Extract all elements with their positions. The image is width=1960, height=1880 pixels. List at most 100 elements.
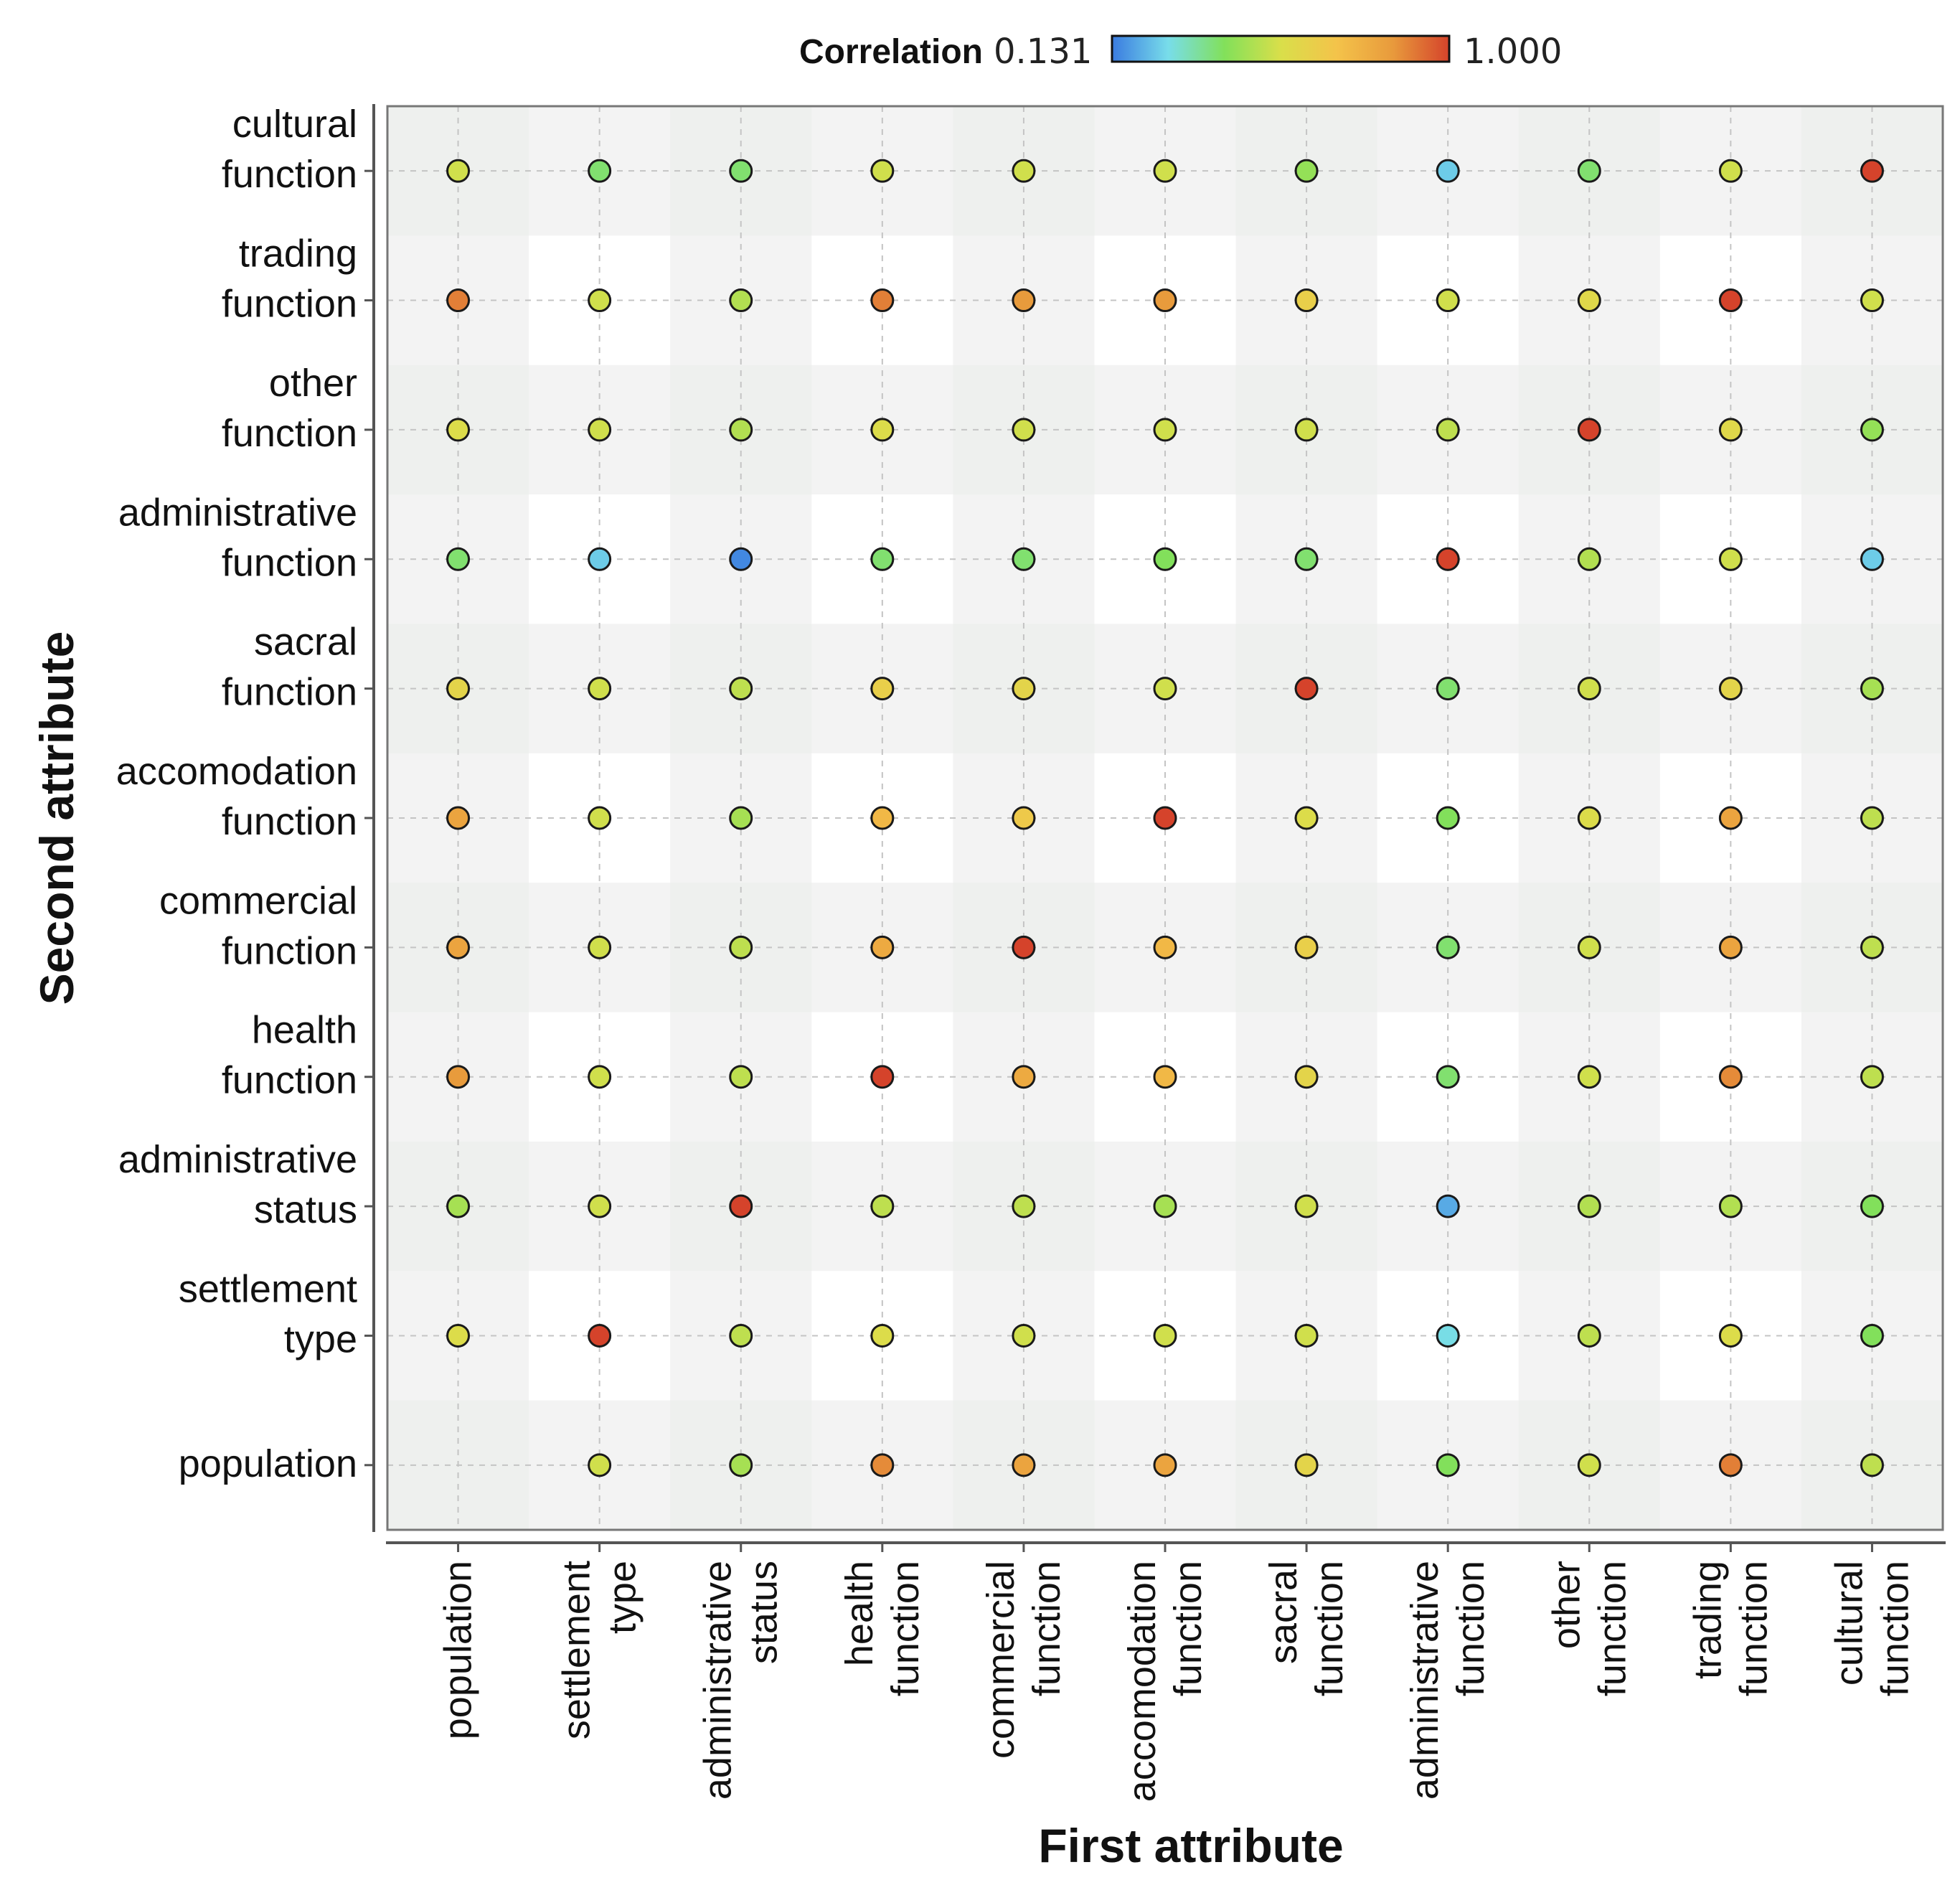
correlation-point[interactable] [870, 1323, 895, 1348]
correlation-point[interactable] [1577, 1065, 1601, 1089]
correlation-point[interactable] [1860, 1453, 1884, 1477]
correlation-point[interactable] [729, 1065, 753, 1089]
correlation-point[interactable] [1153, 1194, 1177, 1218]
correlation-point[interactable] [870, 935, 895, 959]
correlation-point[interactable] [1860, 159, 1884, 183]
correlation-point[interactable] [1436, 547, 1460, 571]
correlation-point[interactable] [1294, 935, 1319, 959]
correlation-point[interactable] [1860, 288, 1884, 313]
correlation-point[interactable] [1153, 677, 1177, 701]
correlation-point[interactable] [1294, 288, 1319, 313]
correlation-point[interactable] [729, 418, 753, 442]
correlation-point[interactable] [588, 1453, 612, 1477]
correlation-point[interactable] [1860, 1194, 1884, 1218]
correlation-point[interactable] [1294, 1323, 1319, 1348]
correlation-point[interactable] [1294, 1453, 1319, 1477]
correlation-point[interactable] [1294, 159, 1319, 183]
correlation-point[interactable] [1860, 1065, 1884, 1089]
correlation-point[interactable] [1294, 418, 1319, 442]
correlation-point[interactable] [729, 806, 753, 830]
correlation-point[interactable] [1153, 288, 1177, 313]
correlation-point[interactable] [1012, 1194, 1036, 1218]
correlation-point[interactable] [1012, 1323, 1036, 1348]
correlation-point[interactable] [729, 547, 753, 571]
correlation-point[interactable] [1436, 1065, 1460, 1089]
correlation-point[interactable] [1436, 806, 1460, 830]
correlation-point[interactable] [588, 677, 612, 701]
correlation-point[interactable] [870, 159, 895, 183]
correlation-point[interactable] [1718, 1194, 1743, 1218]
correlation-point[interactable] [446, 806, 471, 830]
correlation-point[interactable] [446, 677, 471, 701]
correlation-point[interactable] [1294, 1194, 1319, 1218]
correlation-point[interactable] [1718, 806, 1743, 830]
correlation-point[interactable] [446, 159, 471, 183]
correlation-point[interactable] [1012, 1065, 1036, 1089]
correlation-point[interactable] [1153, 1323, 1177, 1348]
correlation-point[interactable] [1718, 418, 1743, 442]
correlation-point[interactable] [1860, 935, 1884, 959]
correlation-point[interactable] [446, 1323, 471, 1348]
correlation-point[interactable] [1718, 288, 1743, 313]
correlation-point[interactable] [729, 677, 753, 701]
correlation-point[interactable] [1153, 935, 1177, 959]
correlation-point[interactable] [1860, 677, 1884, 701]
correlation-point[interactable] [1153, 1065, 1177, 1089]
correlation-point[interactable] [1577, 806, 1601, 830]
correlation-point[interactable] [1436, 677, 1460, 701]
correlation-point[interactable] [446, 1194, 471, 1218]
correlation-point[interactable] [1577, 159, 1601, 183]
correlation-point[interactable] [1577, 677, 1601, 701]
correlation-point[interactable] [729, 288, 753, 313]
correlation-point[interactable] [1860, 1323, 1884, 1348]
correlation-point[interactable] [1153, 547, 1177, 571]
correlation-point[interactable] [1153, 418, 1177, 442]
correlation-point[interactable] [1718, 1065, 1743, 1089]
correlation-point[interactable] [1436, 1453, 1460, 1477]
correlation-point[interactable] [870, 288, 895, 313]
correlation-point[interactable] [1577, 1453, 1601, 1477]
correlation-point[interactable] [729, 1323, 753, 1348]
correlation-point[interactable] [1436, 288, 1460, 313]
correlation-point[interactable] [1436, 935, 1460, 959]
correlation-point[interactable] [588, 935, 612, 959]
correlation-point[interactable] [588, 1065, 612, 1089]
correlation-point[interactable] [1860, 547, 1884, 571]
correlation-point[interactable] [870, 1065, 895, 1089]
correlation-point[interactable] [1577, 418, 1601, 442]
correlation-point[interactable] [1153, 159, 1177, 183]
correlation-point[interactable] [446, 288, 471, 313]
correlation-point[interactable] [1718, 159, 1743, 183]
correlation-point[interactable] [446, 935, 471, 959]
correlation-point[interactable] [588, 159, 612, 183]
correlation-point[interactable] [1012, 1453, 1036, 1477]
correlation-point[interactable] [870, 806, 895, 830]
correlation-point[interactable] [1294, 677, 1319, 701]
correlation-point[interactable] [1012, 806, 1036, 830]
correlation-point[interactable] [1436, 1194, 1460, 1218]
correlation-point[interactable] [1436, 1323, 1460, 1348]
correlation-point[interactable] [1577, 935, 1601, 959]
correlation-point[interactable] [1577, 1194, 1601, 1218]
correlation-point[interactable] [1577, 1323, 1601, 1348]
correlation-point[interactable] [1294, 1065, 1319, 1089]
correlation-point[interactable] [870, 1453, 895, 1477]
correlation-point[interactable] [446, 418, 471, 442]
correlation-point[interactable] [1860, 806, 1884, 830]
correlation-point[interactable] [1012, 288, 1036, 313]
correlation-point[interactable] [1718, 677, 1743, 701]
correlation-point[interactable] [1436, 418, 1460, 442]
correlation-point[interactable] [729, 1453, 753, 1477]
correlation-point[interactable] [446, 547, 471, 571]
correlation-point[interactable] [1294, 806, 1319, 830]
correlation-point[interactable] [1012, 159, 1036, 183]
correlation-point[interactable] [588, 288, 612, 313]
correlation-point[interactable] [870, 1194, 895, 1218]
correlation-point[interactable] [1577, 288, 1601, 313]
correlation-point[interactable] [1012, 418, 1036, 442]
correlation-point[interactable] [1294, 547, 1319, 571]
correlation-point[interactable] [1436, 159, 1460, 183]
correlation-point[interactable] [1718, 935, 1743, 959]
correlation-point[interactable] [870, 547, 895, 571]
correlation-point[interactable] [1153, 1453, 1177, 1477]
